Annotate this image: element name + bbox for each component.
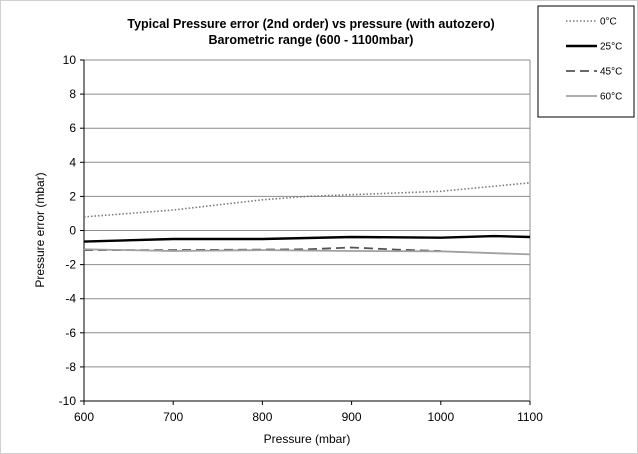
axes	[80, 59, 531, 405]
legend-label-0: 0°C	[600, 17, 617, 28]
tick-labels: 10 8 6 4 2 0 -2 -4 -6 -8 -10 600 700 800 900 1000 1100	[59, 53, 544, 424]
legend-box	[537, 5, 635, 118]
legend-label-3: 60°C	[600, 92, 622, 103]
y-axis-label: Pressure error (mbar)	[33, 172, 47, 287]
legend-label-1: 25°C	[600, 42, 622, 53]
y-tick-label: -2	[65, 258, 76, 272]
y-tick-label: 0	[69, 224, 76, 238]
y-tick-label: -6	[65, 326, 76, 340]
x-tick-label: 900	[342, 410, 362, 424]
y-tick-label: 10	[63, 53, 77, 67]
chart-title: Typical Pressure error (2nd order) vs pr…	[127, 17, 494, 31]
series-line-3	[83, 248, 531, 256]
x-tick-label: 800	[252, 410, 272, 424]
x-tick-label: 600	[74, 410, 94, 424]
y-tick-label: 2	[69, 189, 76, 203]
y-tick-label: -8	[65, 360, 76, 374]
x-tick-label: 1000	[427, 410, 454, 424]
chart-subtitle: Barometric range (600 - 1100mbar)	[209, 33, 414, 47]
series-lines	[83, 182, 531, 256]
y-tick-label: 8	[69, 87, 76, 101]
y-tick-label: 4	[69, 155, 76, 169]
y-tick-label: 6	[69, 121, 76, 135]
y-tick-label: -10	[59, 394, 77, 408]
x-tick-label: 700	[163, 410, 183, 424]
y-tick-label: -4	[65, 292, 76, 306]
legend: 0°C 25°C 45°C 60°C	[537, 5, 635, 118]
x-axis-label: Pressure (mbar)	[264, 432, 351, 446]
x-tick-label: 1100	[517, 410, 543, 424]
legend-label-2: 45°C	[600, 67, 622, 78]
series-line-0	[83, 182, 531, 218]
series-line-1	[83, 234, 531, 243]
gridlines	[84, 59, 530, 402]
